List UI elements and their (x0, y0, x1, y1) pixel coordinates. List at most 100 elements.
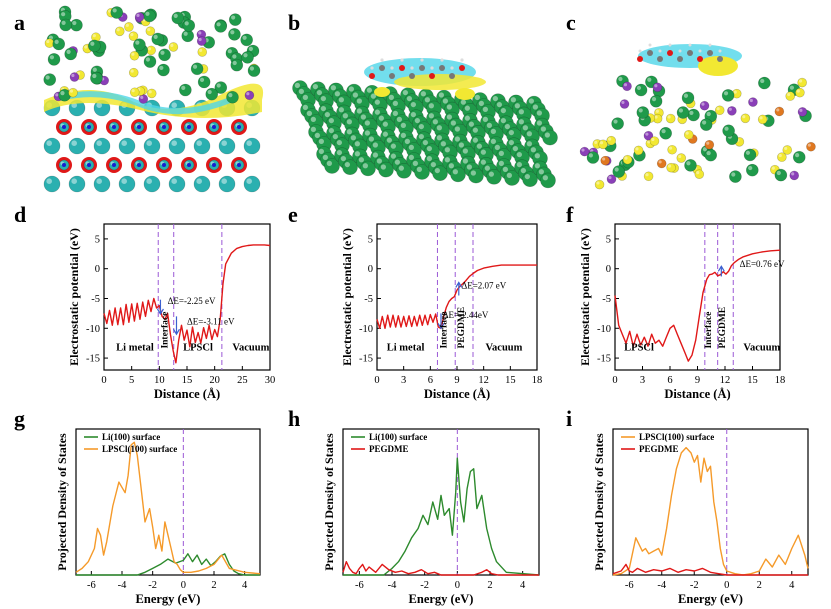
pegdme-atom (389, 73, 395, 79)
li-highlight (428, 103, 434, 109)
lpscl-highlight (602, 157, 606, 161)
li-atom (540, 172, 556, 189)
li-highlight (540, 126, 546, 132)
li-highlight (171, 140, 177, 146)
lpscl-highlight (789, 85, 795, 90)
lpscl-highlight (61, 20, 66, 26)
lpscl-atom (619, 99, 630, 109)
lpscl-highlight (125, 23, 129, 27)
li-highlight (450, 120, 456, 126)
lpscl-atom (622, 154, 633, 165)
li-atom (542, 129, 558, 146)
li-atom (193, 137, 211, 155)
legend-label: LPSCl(100) surface (639, 432, 714, 442)
x-axis-label: Distance (Å) (664, 387, 730, 401)
delta-e-annotation: ΔE=0.76 eV (740, 259, 785, 269)
lpscl-highlight (131, 89, 135, 93)
region-label-vertical: Interface (439, 312, 449, 349)
lpscl-highlight (796, 89, 800, 93)
li-highlight (400, 132, 406, 138)
li-highlight (416, 166, 422, 172)
x-tick-label: 5 (129, 375, 134, 386)
li-atom (68, 175, 86, 193)
lpscl-highlight (787, 92, 791, 97)
li-highlight (442, 98, 448, 104)
panel-letter-e: e (288, 202, 298, 227)
li-atom (396, 163, 412, 179)
series-line-0 (612, 446, 809, 576)
li-highlight (330, 85, 336, 91)
li-highlight (408, 154, 414, 160)
lpscl-highlight (69, 89, 74, 93)
li-atom (93, 175, 111, 193)
charge-core (162, 125, 166, 129)
x-tick-label: 0 (374, 375, 379, 386)
li-highlight (404, 138, 410, 144)
pegdme-atom (717, 56, 723, 62)
li-highlight (476, 143, 482, 149)
lpscl-atom (196, 36, 207, 46)
lpscl-highlight (147, 47, 152, 51)
lpscl-highlight (635, 147, 639, 151)
pegdme-atom (409, 73, 415, 79)
li-highlight (532, 104, 538, 110)
x-tick-label: 0 (612, 375, 617, 386)
lpscl-highlight (645, 173, 649, 177)
lpscl-highlight (702, 147, 708, 152)
lpscl-atom (683, 129, 694, 140)
charge-core (212, 163, 216, 167)
li-atom (118, 175, 136, 193)
series-line-0 (376, 264, 537, 329)
li-atom (378, 161, 394, 178)
x-tick-label: -4 (388, 580, 397, 591)
lpscl-highlight (784, 146, 788, 150)
lpscl-atom (612, 165, 626, 178)
li-highlight (460, 99, 466, 105)
li-highlight (302, 94, 308, 100)
lpscl-highlight (243, 53, 248, 58)
li-highlight (246, 140, 252, 146)
li-highlight (504, 123, 510, 130)
lpscl-highlight (230, 30, 235, 35)
lpscl-highlight (588, 153, 593, 158)
region-label: LPSCl (183, 342, 213, 353)
x-tick-label: 2 (211, 580, 216, 591)
li-highlight (452, 169, 458, 175)
li-highlight (488, 171, 494, 177)
lpscl-highlight (706, 141, 710, 145)
delta-e-arrowhead (455, 281, 463, 288)
region-label-vertical: PEGDME (718, 307, 728, 349)
lpscl-highlight (795, 153, 800, 158)
li-highlight (486, 122, 492, 128)
y-tick-label: -10 (359, 324, 373, 335)
plot-frame (612, 428, 809, 576)
li-highlight (444, 147, 450, 153)
lpscl-atom (789, 170, 800, 181)
chart-panel-d: 0 5 10 15 20 25 30 5 0 -5 -10 -15 Distance (Å) Electr… (67, 223, 275, 401)
li-highlight (171, 102, 177, 108)
lpscl-atom (594, 179, 605, 190)
lpscl-highlight (60, 91, 65, 96)
li-atom (118, 137, 136, 155)
lpscl-highlight (658, 160, 662, 164)
panel-letter-b: b (288, 10, 300, 35)
li-highlight (496, 101, 502, 108)
hydrogen-atom (370, 66, 374, 70)
li-highlight (402, 89, 408, 96)
lpscl-highlight (667, 115, 671, 119)
charge-core (187, 163, 191, 167)
li-highlight (438, 92, 444, 98)
region-label: Li metal (387, 342, 425, 353)
li-highlight (472, 137, 478, 143)
y-tick-label: 5 (368, 234, 373, 245)
li-atom (218, 137, 236, 155)
lpscl-highlight (596, 181, 600, 185)
lpscl-highlight (636, 85, 642, 91)
lpscl-atom (240, 33, 253, 47)
li-highlight (320, 95, 326, 102)
li-highlight (418, 133, 424, 140)
x-tick-label: 12 (478, 375, 489, 386)
region-label: Vacuum (743, 342, 780, 353)
lpscl-highlight (723, 91, 729, 96)
lpscl-atom (241, 51, 254, 64)
